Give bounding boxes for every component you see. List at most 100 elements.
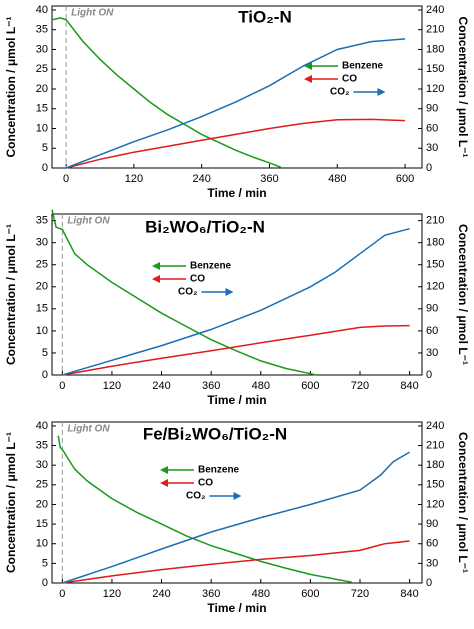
plot-frame xyxy=(51,421,423,584)
legend-arrowhead xyxy=(152,262,160,270)
y-tick-label: 15 xyxy=(36,103,48,115)
y2-tick-label: 150 xyxy=(426,479,444,491)
legend-arrowhead xyxy=(160,479,168,487)
series-line xyxy=(51,17,282,168)
y2-tick-label: 240 xyxy=(426,420,444,432)
y-tick-label: 15 xyxy=(36,518,48,530)
y-tick-label: 15 xyxy=(36,303,48,315)
x-tick-label: 0 xyxy=(59,380,65,392)
legend-label: CO₂ xyxy=(186,491,205,502)
y2-axis-label: Concentration / μmol L⁻¹ xyxy=(456,432,470,573)
x-tick-label: 600 xyxy=(301,588,319,600)
y-tick-label: 5 xyxy=(42,557,48,569)
legend-label: CO xyxy=(190,274,205,285)
x-tick-label: 360 xyxy=(202,380,220,392)
y-tick-label: 5 xyxy=(42,347,48,359)
y-tick-label: 0 xyxy=(42,577,48,589)
y2-axis-label: Concentration / μmol L⁻¹ xyxy=(456,16,470,157)
x-tick-label: 720 xyxy=(351,380,369,392)
series-line xyxy=(65,118,406,169)
y2-tick-label: 180 xyxy=(426,237,444,249)
legend-arrowhead xyxy=(304,62,312,70)
x-tick-label: 480 xyxy=(252,588,270,600)
y-tick-label: 35 xyxy=(36,215,48,227)
legend-arrowhead xyxy=(233,492,242,500)
legend-arrowhead xyxy=(152,275,160,283)
y2-tick-label: 60 xyxy=(426,325,438,337)
legend-label: Benzene xyxy=(198,465,240,476)
y2-tick-label: 0 xyxy=(426,577,432,589)
y2-tick-label: 60 xyxy=(426,122,438,134)
x-axis-label: Time / min xyxy=(207,601,266,615)
y2-tick-label: 150 xyxy=(426,63,444,75)
annotation: Light ON xyxy=(67,216,110,227)
legend-arrowhead xyxy=(377,88,386,96)
x-tick-label: 240 xyxy=(152,588,170,600)
y2-tick-label: 180 xyxy=(426,43,444,55)
y2-tick-label: 240 xyxy=(426,4,444,16)
y-tick-label: 25 xyxy=(36,259,48,271)
series-line xyxy=(62,324,410,376)
chart-title: Bi₂WO₆/TiO₂-N xyxy=(145,217,265,236)
y2-axis-label: Concentration / μmol L⁻¹ xyxy=(456,224,470,365)
legend-label: CO xyxy=(342,74,357,85)
y2-tick-label: 210 xyxy=(426,215,444,227)
x-tick-label: 360 xyxy=(260,173,278,185)
legend-arrowhead xyxy=(225,288,234,296)
y-axis-label: Concentration / μmol L⁻¹ xyxy=(4,16,18,157)
y-tick-label: 35 xyxy=(36,439,48,451)
series-line xyxy=(62,227,410,376)
legend-arrowhead xyxy=(304,75,312,83)
series-line xyxy=(57,435,352,583)
legend-label: Benzene xyxy=(190,261,232,272)
y-tick-label: 35 xyxy=(36,24,48,36)
y-axis-label: Concentration / μmol L⁻¹ xyxy=(4,432,18,573)
x-tick-label: 240 xyxy=(193,173,211,185)
y-tick-label: 10 xyxy=(36,538,48,550)
x-tick-label: 0 xyxy=(59,588,65,600)
y-tick-label: 5 xyxy=(42,142,48,154)
y2-tick-label: 0 xyxy=(426,369,432,381)
x-tick-label: 120 xyxy=(125,173,143,185)
x-tick-label: 480 xyxy=(328,173,346,185)
legend-label: CO₂ xyxy=(178,287,197,298)
legend-label: CO xyxy=(198,478,213,489)
y-tick-label: 25 xyxy=(36,63,48,75)
y2-tick-label: 210 xyxy=(426,439,444,451)
y2-tick-label: 150 xyxy=(426,259,444,271)
x-tick-label: 120 xyxy=(103,380,121,392)
y-tick-label: 40 xyxy=(36,4,48,16)
y-tick-label: 20 xyxy=(36,498,48,510)
y2-tick-label: 120 xyxy=(426,83,444,95)
y2-tick-label: 180 xyxy=(426,459,444,471)
y2-tick-label: 30 xyxy=(426,557,438,569)
y2-tick-label: 120 xyxy=(426,281,444,293)
y2-tick-label: 120 xyxy=(426,498,444,510)
chart-title: Fe/Bi₂WO₆/TiO₂-N xyxy=(143,424,287,443)
y-tick-label: 25 xyxy=(36,479,48,491)
y-tick-label: 10 xyxy=(36,122,48,134)
y-tick-label: 20 xyxy=(36,281,48,293)
x-tick-label: 480 xyxy=(252,380,270,392)
x-tick-label: 600 xyxy=(301,380,319,392)
y-tick-label: 0 xyxy=(42,162,48,174)
x-tick-label: 840 xyxy=(400,380,418,392)
x-tick-label: 120 xyxy=(103,588,121,600)
legend-arrowhead xyxy=(160,466,168,474)
y-tick-label: 0 xyxy=(42,369,48,381)
chart-title: TiO₂-N xyxy=(238,7,292,26)
y-tick-label: 20 xyxy=(36,83,48,95)
y-tick-label: 30 xyxy=(36,237,48,249)
y2-tick-label: 90 xyxy=(426,103,438,115)
plot-frame xyxy=(51,213,423,376)
y-tick-label: 30 xyxy=(36,459,48,471)
y-tick-label: 10 xyxy=(36,325,48,337)
legend-label: CO₂ xyxy=(330,87,349,98)
x-tick-label: 360 xyxy=(202,588,220,600)
series-line xyxy=(51,209,317,376)
y2-tick-label: 30 xyxy=(426,347,438,359)
y-tick-label: 40 xyxy=(36,420,48,432)
y2-tick-label: 0 xyxy=(426,162,432,174)
x-tick-label: 840 xyxy=(400,588,418,600)
